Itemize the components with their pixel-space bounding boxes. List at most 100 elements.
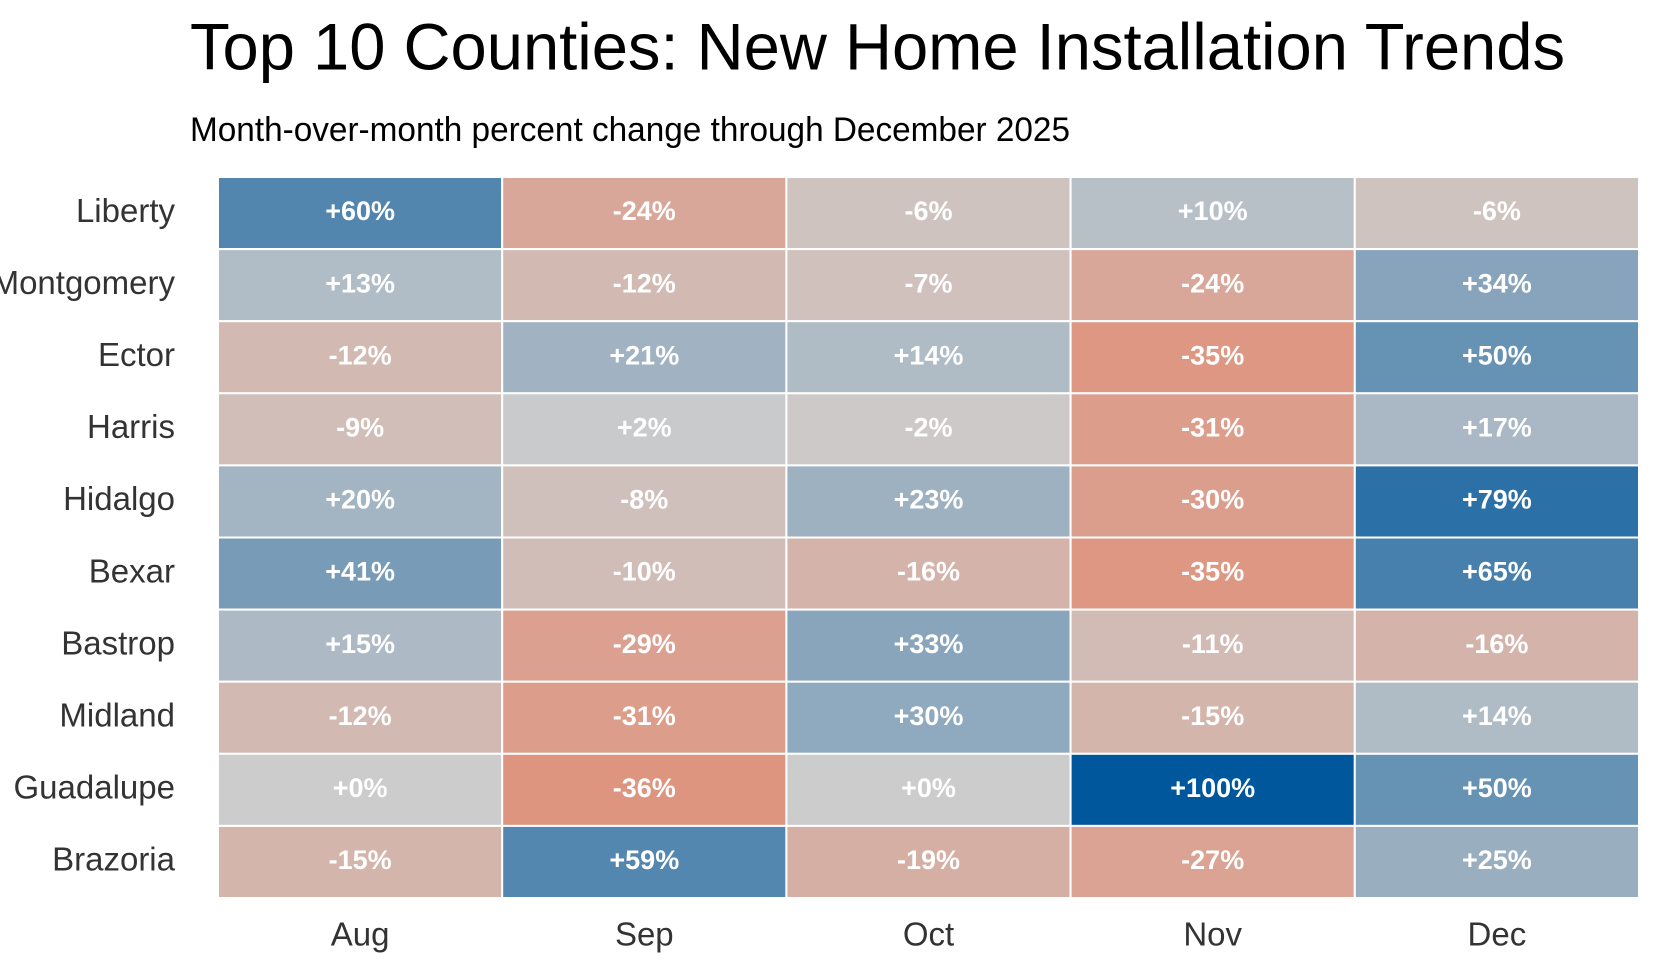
heatmap-cell xyxy=(501,176,788,251)
heatmap-cell xyxy=(785,536,1072,611)
cell-label: -35% xyxy=(1181,340,1244,370)
cell-label: +100% xyxy=(1170,773,1255,803)
cell-label: +10% xyxy=(1178,196,1248,226)
cell-label: +50% xyxy=(1462,773,1532,803)
cell-label: +50% xyxy=(1462,340,1532,370)
cell-label: +13% xyxy=(325,268,395,298)
x-tick-label: Sep xyxy=(615,916,674,953)
heatmap-cell xyxy=(1069,680,1356,755)
heatmap-cell xyxy=(217,824,504,900)
cell-label: +30% xyxy=(894,701,964,731)
heatmap-cell xyxy=(785,248,1072,323)
y-tick-label: Montgomery xyxy=(0,264,175,301)
heatmap-cell xyxy=(217,608,504,683)
heatmap-cell xyxy=(1069,824,1356,900)
cell-label: +33% xyxy=(894,629,964,659)
heatmap-cell xyxy=(1353,824,1641,900)
cell-label: +0% xyxy=(901,773,956,803)
heatmap-cell xyxy=(1353,392,1641,467)
heatmap-cell xyxy=(1353,248,1641,323)
cell-label: +2% xyxy=(617,412,672,442)
heatmap-cell xyxy=(785,392,1072,467)
y-tick-label: Brazoria xyxy=(52,841,176,878)
cell-label: -12% xyxy=(329,340,392,370)
heatmap-cell xyxy=(1353,680,1641,755)
heatmap-cell xyxy=(1353,464,1641,539)
chart-subtitle: Month-over-month percent change through … xyxy=(190,111,1070,149)
cell-label: -2% xyxy=(904,412,952,442)
y-tick-label: Midland xyxy=(59,696,175,733)
y-tick-label: Liberty xyxy=(76,192,176,229)
cell-label: -15% xyxy=(1181,701,1244,731)
cell-label: -11% xyxy=(1182,629,1244,659)
cell-label: +17% xyxy=(1462,412,1532,442)
cell-label: +21% xyxy=(609,340,679,370)
heatmap-cell xyxy=(501,536,788,611)
cell-label: +25% xyxy=(1462,845,1532,875)
cell-label: +20% xyxy=(325,485,395,515)
cell-label: -12% xyxy=(613,268,676,298)
heatmap-cell xyxy=(1069,536,1356,611)
heatmap-cell xyxy=(217,464,504,539)
heatmap-cell xyxy=(1353,752,1641,827)
cell-label: +14% xyxy=(894,340,964,370)
cell-label: -7% xyxy=(904,268,952,298)
cell-label: -27% xyxy=(1181,845,1244,875)
heatmap-cell xyxy=(501,680,788,755)
heatmap-cell xyxy=(501,392,788,467)
heatmap-cell xyxy=(1069,392,1356,467)
heatmap-cell xyxy=(785,464,1072,539)
cell-label: +34% xyxy=(1462,268,1532,298)
x-tick-label: Nov xyxy=(1183,916,1242,953)
heatmap-cell xyxy=(501,824,788,900)
cell-label: -6% xyxy=(1473,196,1521,226)
cell-label: -31% xyxy=(613,701,676,731)
cell-label: -9% xyxy=(336,412,384,442)
cell-label: -15% xyxy=(329,845,392,875)
cell-label: -29% xyxy=(613,629,676,659)
x-tick-label: Dec xyxy=(1468,916,1527,953)
cell-label: -12% xyxy=(329,701,392,731)
x-tick-label: Aug xyxy=(331,916,390,953)
heatmap-cell xyxy=(501,464,788,539)
y-tick-label: Harris xyxy=(87,408,175,445)
cell-label: -6% xyxy=(904,196,952,226)
cell-label: -24% xyxy=(1181,268,1244,298)
heatmap-cell xyxy=(217,680,504,755)
y-tick-label: Hidalgo xyxy=(63,480,175,517)
cell-label: +60% xyxy=(325,196,395,226)
cell-label: -8% xyxy=(620,485,668,515)
cell-label: +0% xyxy=(333,773,388,803)
x-tick-label: Oct xyxy=(903,916,954,953)
heatmap-cell xyxy=(501,752,788,827)
heatmap-cell xyxy=(1069,320,1356,395)
y-tick-label: Bexar xyxy=(89,552,175,589)
y-tick-label: Ector xyxy=(98,336,175,373)
cell-label: +59% xyxy=(609,845,679,875)
cell-label: -31% xyxy=(1181,412,1244,442)
heatmap-cell xyxy=(1353,536,1641,611)
cell-label: -16% xyxy=(897,557,960,587)
heatmap-cell xyxy=(785,752,1072,827)
heatmap-cell xyxy=(785,824,1072,900)
cell-label: +79% xyxy=(1462,485,1532,515)
heatmap-cell xyxy=(785,176,1072,251)
cell-label: +15% xyxy=(325,629,395,659)
cell-label: -24% xyxy=(613,196,676,226)
cell-label: -19% xyxy=(897,845,960,875)
cell-label: -30% xyxy=(1181,485,1244,515)
y-tick-label: Guadalupe xyxy=(14,769,175,806)
cell-label: -35% xyxy=(1181,557,1244,587)
cell-label: +23% xyxy=(894,485,964,515)
y-tick-label: Bastrop xyxy=(61,624,175,661)
heatmap-cell xyxy=(501,320,788,395)
cell-label: +41% xyxy=(325,557,395,587)
heatmap-cell xyxy=(217,248,504,323)
cell-label: -36% xyxy=(613,773,676,803)
cell-label: +65% xyxy=(1462,557,1532,587)
chart-title: Top 10 Counties: New Home Installation T… xyxy=(190,9,1565,83)
cell-label: +14% xyxy=(1462,701,1532,731)
heatmap-cell xyxy=(217,176,504,251)
cell-label: -10% xyxy=(613,557,676,587)
